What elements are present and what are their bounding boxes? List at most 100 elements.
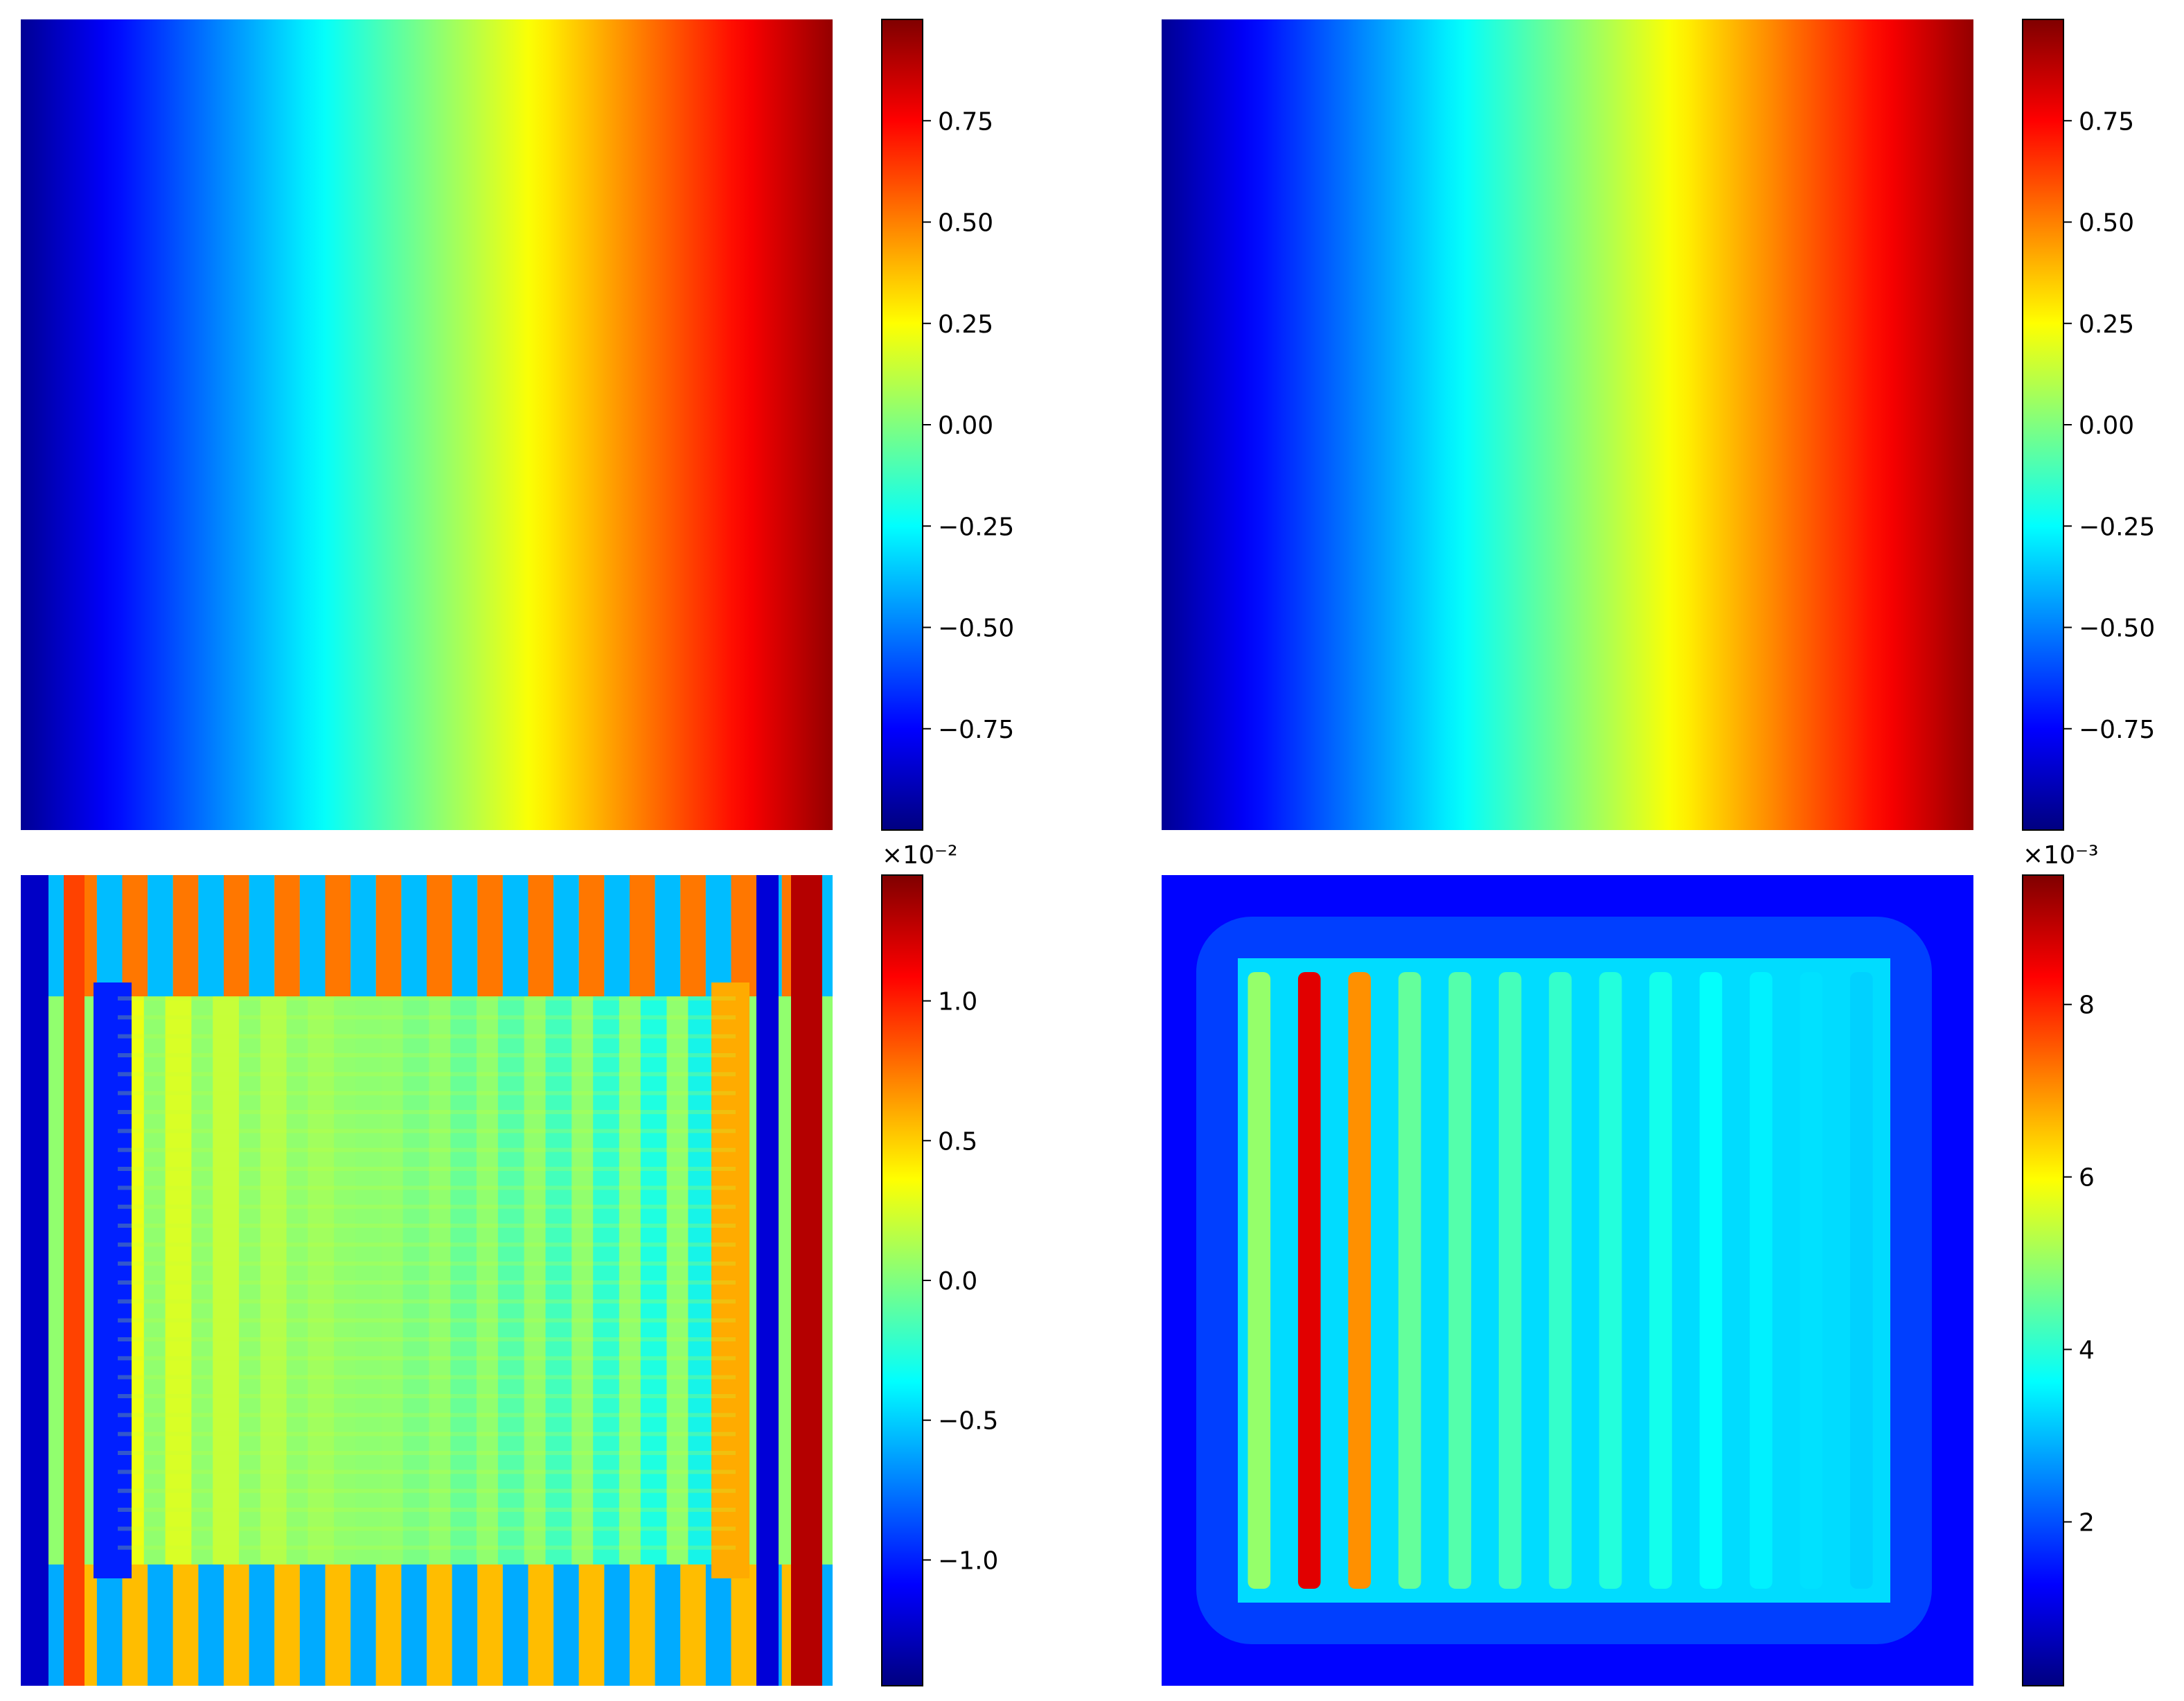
heatmap-cell (705, 1565, 731, 1686)
heatmap-top-left (21, 19, 833, 830)
heatmap-top-right-field (1162, 19, 1973, 830)
heatmap-cell (350, 875, 376, 996)
heatmap-cell (118, 1451, 736, 1455)
heatmap-cell (355, 996, 382, 1565)
heatmap-cell (401, 1565, 427, 1686)
heatmap-cell (308, 996, 335, 1565)
heatmap-cell (1800, 972, 1823, 1589)
heatmap-cell (118, 1129, 736, 1134)
heatmap-cell (249, 1565, 275, 1686)
heatmap-cell (118, 1488, 736, 1493)
heatmap-cell (553, 1565, 579, 1686)
heatmap-cell (118, 1147, 736, 1152)
heatmap-cell (545, 996, 572, 1565)
colorbar-bottom-left-ticks: −1.0 −0.5 0.0 0.5 1.0 (923, 988, 998, 1575)
colorbar-tick-label: 0.50 (2079, 209, 2134, 238)
heatmap-cell (502, 875, 529, 996)
heatmap-cell (1498, 972, 1522, 1589)
heatmap-cell (630, 875, 655, 996)
heatmap-cell (640, 996, 667, 1565)
colorbar-tick-label: 6 (2079, 1164, 2095, 1192)
colorbar-tick-label: 0.25 (938, 310, 993, 339)
heatmap-bottom-right-overlay (1196, 917, 1932, 1644)
heatmap-cell (325, 875, 351, 996)
panel-top-right: −0.75 −0.50 −0.25 0.00 0.25 0.50 0.75 (1162, 19, 2155, 831)
heatmap-cell (375, 875, 402, 996)
colorbar-tick-label: 2 (2079, 1509, 2095, 1537)
heatmap-cell (528, 875, 554, 996)
heatmap-cell (1699, 972, 1723, 1589)
heatmap-cell (1348, 972, 1371, 1589)
heatmap-cell (528, 1565, 554, 1686)
heatmap-bottom-left-overlay (21, 875, 833, 1686)
heatmap-cell (680, 875, 706, 996)
colorbar-bottom-right-bar (2022, 874, 2064, 1686)
heatmap-cell (593, 996, 619, 1565)
heatmap-cell (118, 1508, 736, 1512)
heatmap-cell (1850, 972, 1873, 1589)
heatmap-cell (553, 875, 579, 996)
colorbar-top-right-ticks: −0.75 −0.50 −0.25 0.00 0.25 0.50 0.75 (2063, 107, 2155, 744)
colorbar-tick-label: 0.75 (2079, 107, 2134, 136)
heatmap-cell (350, 1565, 376, 1686)
colorbar-tick-label: 0.50 (938, 209, 993, 238)
heatmap-cell (118, 1053, 736, 1057)
heatmap-cell (427, 1565, 452, 1686)
heatmap-cell (731, 1565, 757, 1686)
heatmap-cell (477, 875, 503, 996)
heatmap-cell (118, 1545, 736, 1550)
heatmap-cell (118, 1167, 736, 1171)
heatmap-cell (118, 1204, 736, 1209)
heatmap-cell (1448, 972, 1471, 1589)
heatmap-cell (118, 1413, 736, 1418)
heatmap-cell (118, 1394, 736, 1398)
colorbar-tick-label: −0.75 (938, 716, 1014, 744)
colorbar-tick-label: 0.75 (938, 107, 993, 136)
colorbar-top-left: −0.75 −0.50 −0.25 0.00 0.25 0.50 0.75 (881, 19, 1014, 831)
heatmap-cell (711, 982, 749, 1578)
heatmap-cell (1599, 972, 1622, 1589)
heatmap-cell (118, 1526, 736, 1531)
heatmap-cell (497, 996, 524, 1565)
heatmap-cell (21, 875, 48, 1686)
heatmap-cell (198, 1565, 224, 1686)
colorbar-tick-label: 0.25 (2079, 310, 2134, 339)
colorbar-top-right-bar (2022, 19, 2064, 831)
heatmap-cell (452, 1565, 478, 1686)
heatmap-cell (260, 996, 287, 1565)
heatmap-cell (118, 1015, 736, 1020)
colorbar-tick-label: 0.00 (2079, 412, 2134, 440)
heatmap-cell (452, 875, 478, 996)
colorbar-tick-label: −0.50 (938, 615, 1014, 643)
heatmap-cell (274, 875, 300, 996)
heatmap-cell (731, 875, 757, 996)
colorbar-bottom-right-exponent: ×10⁻³ (2023, 841, 2098, 870)
heatmap-cell (118, 1110, 736, 1114)
heatmap-top-right (1162, 19, 1973, 830)
heatmap-cell (118, 1337, 736, 1341)
heatmap-cell (299, 1565, 326, 1686)
colorbar-tick-label: −0.5 (938, 1407, 998, 1436)
heatmap-cell (791, 875, 822, 1686)
colorbar-tick-label: 0.0 (938, 1267, 977, 1296)
heatmap-cell (148, 875, 173, 996)
heatmap-cell (118, 996, 736, 1001)
heatmap-cell (118, 1318, 736, 1323)
heatmap-cell (249, 875, 275, 996)
heatmap-cell (450, 996, 477, 1565)
colorbar-bottom-right-ticks: 2 4 6 8 (2063, 991, 2095, 1537)
heatmap-cell (118, 1091, 736, 1095)
colorbar-bottom-left-bar (881, 874, 923, 1686)
colorbar-tick-label: 1.0 (938, 988, 977, 1016)
colorbar-bottom-left: −1.0 −0.5 0.0 0.5 1.0 ×10⁻² (881, 841, 998, 1686)
heatmap-cell (578, 875, 605, 996)
heatmap-cell (630, 1565, 655, 1686)
heatmap-cell (165, 996, 192, 1565)
heatmap-cell (122, 875, 148, 996)
heatmap-cell (274, 1565, 300, 1686)
heatmap-cell (578, 1565, 605, 1686)
heatmap-cell (96, 1565, 123, 1686)
colorbar-tick-label: −0.75 (2079, 716, 2155, 744)
heatmap-cell (502, 1565, 529, 1686)
heatmap-cell (375, 1565, 402, 1686)
